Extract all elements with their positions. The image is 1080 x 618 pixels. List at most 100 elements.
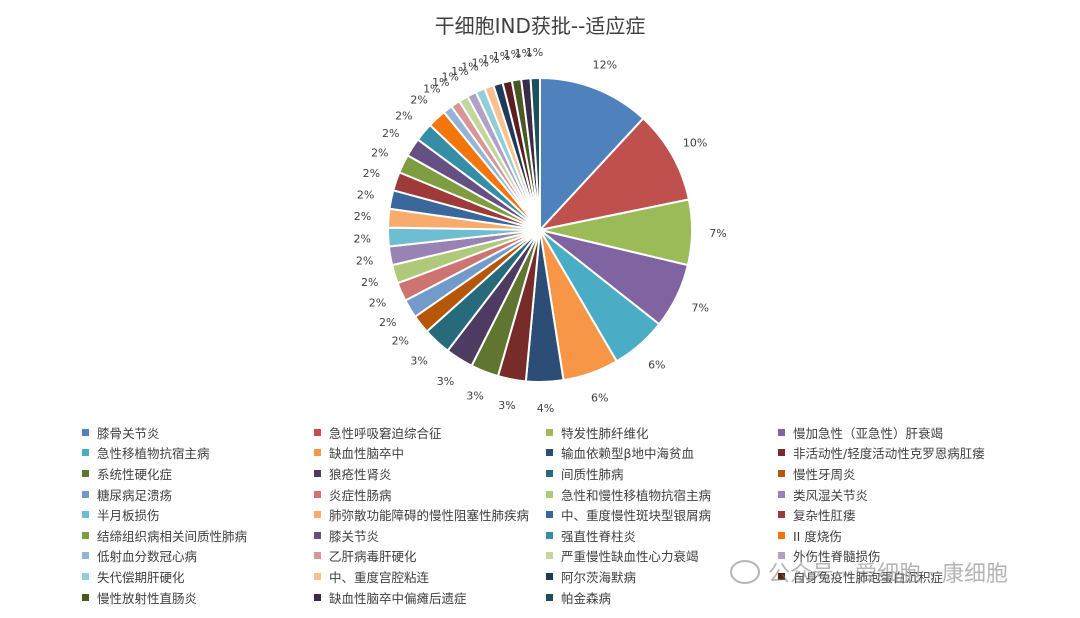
slice-data-label: 1% (504, 48, 521, 61)
slice-data-label: 2% (354, 210, 371, 223)
legend-entry: 阿尔茨海默病 (546, 566, 778, 587)
slice-data-label: 3% (410, 355, 427, 368)
legend-swatch (778, 511, 785, 519)
slice-data-label: 1% (472, 56, 489, 69)
legend-swatch (546, 511, 553, 519)
legend-label: II 度烧伤 (793, 528, 842, 544)
legend-swatch (314, 449, 321, 457)
legend-swatch (82, 469, 89, 477)
slice-data-label: 2% (379, 316, 396, 329)
legend-label: 膝关节炎 (329, 528, 380, 544)
legend-entry: 结缔组织病相关间质性肺病 (82, 525, 314, 546)
legend-label: 慢性牙周炎 (793, 466, 856, 482)
legend-swatch (82, 593, 89, 601)
legend-label: 膝骨关节炎 (97, 425, 160, 441)
slice-data-label: 1% (461, 60, 478, 73)
legend-swatch (82, 490, 89, 498)
legend-entry: 慢性放射性直肠炎 (82, 587, 314, 608)
legend-entry: 输血依赖型β地中海贫血 (546, 443, 778, 464)
slice-data-label: 2% (363, 167, 380, 180)
legend-entry: 类风湿关节炎 (778, 484, 1038, 505)
legend-swatch (778, 428, 785, 436)
legend-label: 缺血性脑卒中偏瘫后遗症 (329, 590, 467, 606)
legend-label: 类风湿关节炎 (793, 487, 869, 503)
legend-label: 低射血分数冠心病 (97, 549, 198, 565)
slice-data-label: 2% (392, 334, 409, 347)
legend-swatch (778, 449, 785, 457)
slice-data-label: 1% (482, 53, 499, 66)
legend-label: 严重慢性缺血性心力衰竭 (561, 549, 699, 565)
slice-data-label: 2% (361, 276, 378, 289)
legend-entry: 急性和慢性移植物抗宿主病 (546, 484, 778, 505)
wechat-icon (730, 560, 760, 584)
legend-swatch (546, 531, 553, 539)
legend-label: 阿尔茨海默病 (561, 569, 637, 585)
slice-data-label: 1% (451, 65, 468, 78)
legend-label: 外伤性脊髓损伤 (793, 549, 881, 565)
slice-data-label: 4% (537, 402, 554, 415)
legend-entry: 复杂性肛瘘 (778, 504, 1038, 525)
legend-swatch (778, 531, 785, 539)
legend-label: 失代偿期肝硬化 (97, 569, 185, 585)
legend-swatch (546, 552, 553, 560)
legend-swatch (82, 428, 89, 436)
legend-label: 特发性肺纤维化 (561, 425, 649, 441)
legend-entry: 间质性肺病 (546, 463, 778, 484)
legend-entry: 中、重度宫腔粘连 (314, 566, 546, 587)
slice-data-label: 3% (498, 399, 515, 412)
legend-label: 肺弥散功能障碍的慢性阻塞性肺疾病 (329, 508, 530, 524)
legend-entry: 失代偿期肝硬化 (82, 566, 314, 587)
pie-slice (537, 117, 691, 232)
legend-swatch (82, 449, 89, 457)
slice-data-label: 1% (526, 46, 543, 59)
legend-entry: 缺血性脑卒中 (314, 443, 546, 464)
legend-label: 糖尿病足溃疡 (97, 487, 173, 503)
slice-data-label: 1% (432, 76, 449, 89)
legend-swatch (314, 531, 321, 539)
slice-data-label: 2% (382, 127, 399, 140)
legend-label: 缺血性脑卒中 (329, 446, 405, 462)
watermark-text: 公众号 · 爱细胞 · 康细胞 (768, 562, 1008, 587)
legend-entry: 特发性肺纤维化 (546, 422, 778, 443)
legend-label: 间质性肺病 (561, 466, 624, 482)
slice-data-label: 12% (593, 58, 617, 71)
legend-swatch (778, 572, 785, 580)
legend-entry: 中、重度慢性斑块型银屑病 (546, 504, 778, 525)
legend-swatch (82, 552, 89, 560)
legend-swatch (82, 572, 89, 580)
legend-swatch (314, 572, 321, 580)
slice-data-label: 6% (591, 392, 608, 405)
legend-swatch (82, 531, 89, 539)
legend-entry: 糖尿病足溃疡 (82, 484, 314, 505)
slice-data-label: 2% (410, 93, 427, 106)
legend-entry: 自身免疫性肺泡蛋白沉积症 (778, 566, 1038, 587)
slice-data-label: 1% (515, 47, 532, 60)
legend-swatch (82, 511, 89, 519)
legend-entry: 系统性硬化症 (82, 463, 314, 484)
slice-data-label: 3% (437, 375, 454, 388)
legend-entry: 缺血性脑卒中偏瘫后遗症 (314, 587, 546, 608)
legend-entry: 慢加急性（亚急性）肝衰竭 (778, 422, 1038, 443)
legend-entry: 炎症性肠病 (314, 484, 546, 505)
legend-swatch (778, 490, 785, 498)
legend-swatch (778, 469, 785, 477)
legend-swatch (314, 593, 321, 601)
legend-entry: 严重慢性缺血性心力衰竭 (546, 546, 778, 567)
legend-swatch (546, 490, 553, 498)
legend-entry: 急性移植物抗宿主病 (82, 443, 314, 464)
legend-entry: 膝关节炎 (314, 525, 546, 546)
legend-swatch (314, 469, 321, 477)
legend-swatch (314, 511, 321, 519)
legend-label: 急性和慢性移植物抗宿主病 (561, 487, 712, 503)
legend-entry: 非活动性/轻度活动性克罗恩病肛瘘 (778, 443, 1038, 464)
legend-label: 慢性放射性直肠炎 (97, 590, 198, 606)
slice-data-label: 2% (356, 254, 373, 267)
legend-label: 急性呼吸窘迫综合征 (329, 425, 442, 441)
legend-entry: 急性呼吸窘迫综合征 (314, 422, 546, 443)
slice-data-label: 7% (691, 302, 708, 315)
legend-label: 复杂性肛瘘 (793, 508, 856, 524)
legend-entry: 强直性脊柱炎 (546, 525, 778, 546)
slice-data-label: 2% (371, 146, 388, 159)
legend-label: 乙肝病毒肝硬化 (329, 549, 417, 565)
